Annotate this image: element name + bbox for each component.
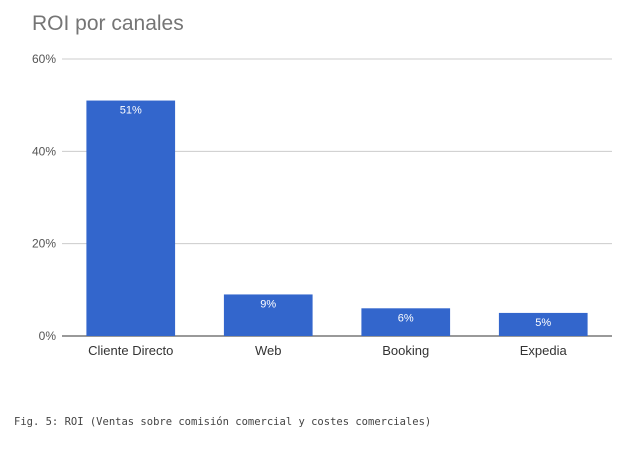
y-tick-label: 40% [32,144,56,158]
bar-expedia [498,312,588,336]
bar-cliente-directo [86,100,176,336]
category-label: Web [255,343,282,358]
y-tick-label: 60% [32,52,56,66]
data-label: 5% [535,317,551,329]
y-tick-label: 20% [32,237,56,251]
category-label: Expedia [520,343,568,358]
category-label: Booking [382,343,429,358]
labels: 0% 20% 40% 60% 51% Cliente Directo 9% Web 6% Book… [32,52,568,358]
bars [86,100,588,336]
bar-booking [361,308,451,336]
figure-caption: Fig. 5: ROI (Ventas sobre comisión comer… [14,416,432,428]
category-label: Cliente Directo [88,343,173,358]
data-label: 6% [398,312,414,324]
bar-web [223,294,313,336]
y-tick-label: 0% [39,329,57,343]
bar-chart: 0% 20% 40% 60% 51% Cliente Directo 9% Web 6% Book… [32,52,612,358]
data-label: 51% [120,105,142,117]
data-label: 9% [260,298,276,310]
chart-title: ROI por canales [32,12,184,35]
